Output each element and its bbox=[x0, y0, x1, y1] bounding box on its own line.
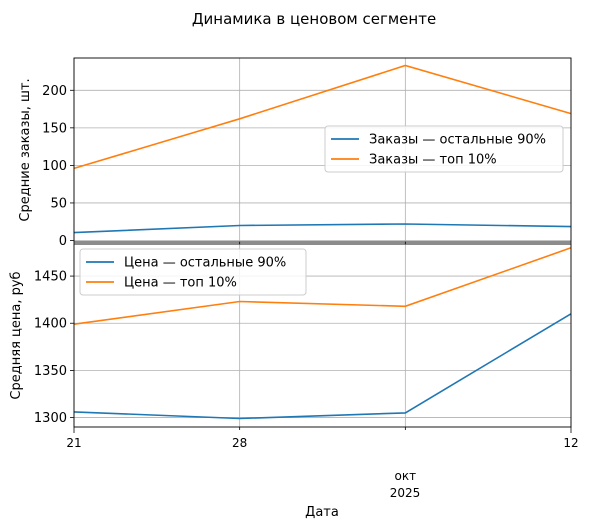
legend-label: Цена — остальные 90% bbox=[124, 256, 286, 271]
y-tick-label: 1300 bbox=[34, 411, 67, 426]
y-tick-label: 1400 bbox=[34, 317, 67, 332]
legend-label: Заказы — остальные 90% bbox=[369, 133, 546, 148]
y-tick-label: 50 bbox=[50, 196, 67, 211]
x-tick-label: 28 bbox=[232, 436, 247, 450]
series-line bbox=[73, 64, 572, 170]
legend-label: Цена — топ 10% bbox=[124, 276, 237, 291]
axes-frame bbox=[73, 57, 572, 243]
y-tick-label: 150 bbox=[42, 121, 67, 136]
y-tick-label: 1450 bbox=[34, 270, 67, 285]
legend-box bbox=[324, 125, 564, 173]
legend-box bbox=[79, 248, 307, 296]
y-tick-label: 0 bbox=[59, 234, 67, 249]
x-tick-label: окт bbox=[395, 469, 417, 483]
y-tick-label: 100 bbox=[42, 159, 67, 174]
y-tick-label: 200 bbox=[42, 84, 67, 99]
shared-x-axis: 21 28 окт 12 bbox=[66, 242, 579, 483]
x-tick-label: 21 bbox=[66, 436, 81, 450]
x-tick-label: 12 bbox=[563, 436, 578, 450]
legend: Заказы — остальные 90% Заказы — топ 10% bbox=[324, 125, 564, 173]
y-tick-label: 1350 bbox=[34, 364, 67, 379]
series-line bbox=[73, 313, 572, 420]
legend-label: Заказы — топ 10% bbox=[369, 153, 497, 168]
x-axis-label: Дата bbox=[305, 505, 339, 520]
x-tick-year-label: 2025 bbox=[390, 486, 421, 500]
y-axis-label: Средняя цена, руб bbox=[9, 271, 24, 399]
orders-panel: 0 50 100 150 200 Средние заказы, шт. Заказы — … bbox=[18, 57, 572, 249]
y-axis-label: Средние заказы, шт. bbox=[18, 78, 33, 221]
axes-frame bbox=[73, 243, 572, 428]
legend: Цена — остальные 90% Цена — топ 10% bbox=[79, 248, 307, 296]
series-line bbox=[73, 247, 572, 325]
figure-title: Динамика в ценовом сегменте bbox=[192, 10, 436, 28]
series-line bbox=[73, 223, 572, 234]
price-panel: 1300 1350 1400 1450 Средняя цена, руб Цена — … bbox=[9, 243, 572, 428]
